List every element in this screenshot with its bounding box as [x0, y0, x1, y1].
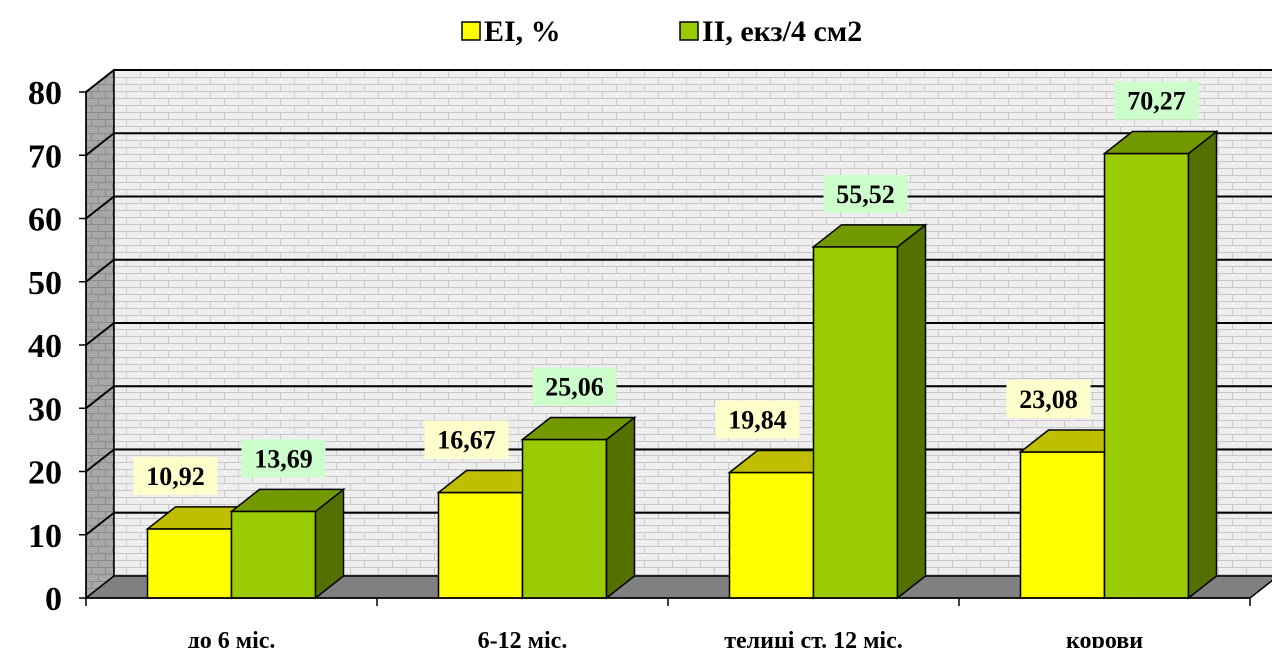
y-tick-label-3: 30 — [28, 391, 62, 428]
y-tick-label-8: 80 — [28, 75, 62, 112]
legend-swatch-1 — [679, 21, 699, 41]
y-tick-label-1: 10 — [28, 518, 62, 555]
y-tick-label-4: 40 — [28, 328, 62, 365]
data-label-s1-c2: 55,52 — [823, 174, 908, 213]
data-labels: 10,92 13,69 16,67 25,06 19,84 55,52 23,08 70,27 — [133, 81, 1199, 495]
data-label-s1-c3: 70,27 — [1114, 81, 1199, 120]
x-tick-label-1: 6-12 міс. — [478, 628, 568, 648]
gridline-side-3 — [85, 385, 115, 410]
y-tick-label-2: 20 — [28, 455, 62, 492]
bar-front — [728, 471, 815, 599]
axes: 0 10 20 30 40 50 60 70 80 до 6 міс. 6-12 міс. телиц… — [28, 75, 1251, 648]
data-label-text: 70,27 — [1127, 87, 1186, 116]
bar-top — [229, 488, 346, 513]
data-label-s0-c2: 19,84 — [715, 400, 800, 439]
bar-top — [811, 224, 928, 248]
gridline-side-4 — [85, 322, 115, 346]
gridline-side-5 — [85, 258, 115, 283]
bar-s1-c2 — [811, 223, 928, 600]
data-label-bg — [532, 367, 617, 406]
gridline-side-1 — [85, 511, 115, 536]
bar-front — [1019, 451, 1106, 599]
bar-s1-c0 — [229, 487, 346, 600]
data-label-text: 10,92 — [146, 462, 205, 491]
x-tick-label-0: до 6 міс. — [188, 628, 276, 648]
legend-swatch-0 — [461, 21, 481, 41]
data-label-s0-c1: 16,67 — [424, 420, 509, 459]
data-label-s0-c0: 10,92 — [133, 456, 218, 495]
bars — [145, 129, 1219, 600]
gridline-side-6 — [85, 195, 115, 220]
bar-side — [1187, 129, 1218, 600]
x-tick-label-3: корови — [1066, 628, 1143, 648]
y-tick-label-6: 60 — [28, 202, 62, 239]
data-label-bg — [1114, 81, 1199, 120]
x-tick-label-2: телиці ст. 12 міс. — [724, 628, 903, 648]
legend-label-0: EI, % — [484, 15, 561, 48]
bar-front — [437, 491, 524, 599]
data-label-text: 23,08 — [1019, 385, 1078, 414]
bar-s1-c3 — [1102, 129, 1219, 600]
bar-front — [230, 510, 317, 599]
bar-s1-c1 — [520, 415, 637, 600]
bar-side — [605, 415, 636, 600]
data-label-s0-c3: 23,08 — [1006, 380, 1091, 419]
legend-label-1: II, екз/4 см2 — [702, 15, 862, 48]
data-label-text: 55,52 — [836, 180, 895, 209]
data-label-bg — [424, 420, 509, 459]
y-tick-label-0: 0 — [45, 581, 62, 618]
data-label-text: 16,67 — [437, 426, 496, 455]
gridline-side-2 — [85, 448, 115, 473]
data-label-bg — [823, 174, 908, 213]
bar-front — [521, 438, 608, 599]
bar-top — [520, 416, 637, 441]
bar-top — [1102, 130, 1219, 155]
data-label-s1-c0: 13,69 — [241, 439, 326, 478]
gridline-side-8 — [85, 69, 115, 93]
y-tick-label-5: 50 — [28, 265, 62, 302]
bar-front — [1103, 152, 1190, 599]
bar-front — [812, 246, 899, 599]
bar-side — [896, 223, 927, 600]
data-label-text: 19,84 — [728, 406, 787, 435]
data-label-bg — [715, 400, 800, 439]
bar-front — [146, 528, 233, 599]
data-label-bg — [241, 439, 326, 478]
data-label-s1-c1: 25,06 — [532, 367, 617, 406]
legend: EI, % II, екз/4 см2 — [461, 15, 862, 48]
data-label-text: 25,06 — [545, 372, 604, 401]
gridline-side-7 — [85, 132, 115, 157]
data-label-bg — [1006, 380, 1091, 419]
y-tick-label-7: 70 — [28, 138, 62, 175]
data-label-bg — [133, 456, 218, 495]
data-label-text: 13,69 — [254, 444, 313, 473]
